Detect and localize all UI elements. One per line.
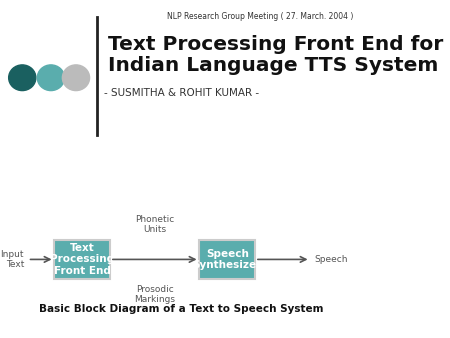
Text: Speech
Synthesizer: Speech Synthesizer <box>193 249 262 270</box>
FancyBboxPatch shape <box>199 240 255 279</box>
Circle shape <box>37 65 64 91</box>
Text: Speech: Speech <box>314 255 347 264</box>
Circle shape <box>9 65 36 91</box>
Text: Basic Block Diagram of a Text to Speech System: Basic Block Diagram of a Text to Speech … <box>39 304 324 314</box>
FancyBboxPatch shape <box>54 240 110 279</box>
Text: - SUSMITHA & ROHIT KUMAR -: - SUSMITHA & ROHIT KUMAR - <box>104 88 259 98</box>
Text: Text Processing Front End for: Text Processing Front End for <box>108 35 443 54</box>
Text: Phonetic
Units: Phonetic Units <box>135 215 174 234</box>
Text: NLP Research Group Meeting ( 27. March. 2004 ): NLP Research Group Meeting ( 27. March. … <box>167 12 353 21</box>
Circle shape <box>63 65 90 91</box>
Text: Text
Processing
Front End: Text Processing Front End <box>50 243 114 276</box>
Text: Input
Text: Input Text <box>0 250 24 269</box>
Text: Indian Language TTS System: Indian Language TTS System <box>108 56 439 75</box>
Text: Prosodic
Markings: Prosodic Markings <box>134 285 175 304</box>
